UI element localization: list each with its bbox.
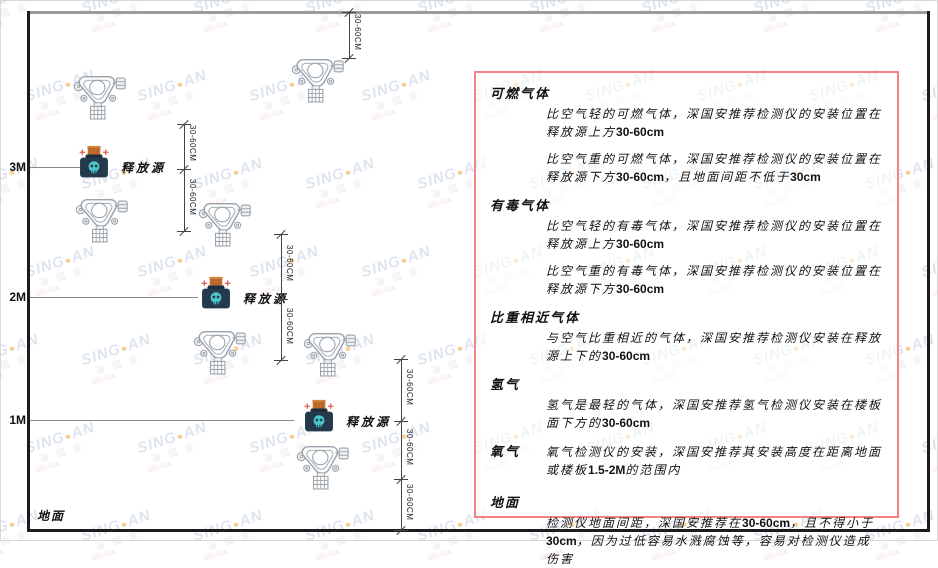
release-source-icon	[76, 144, 112, 182]
section-flammable-gas: 可燃气体 比空气轻的可燃气体，深国安推荐检测仪的安装位置在释放源上方30-60c…	[490, 83, 883, 186]
section-heading: 比重相近气体	[490, 310, 581, 325]
section-hydrogen: 氢气 氢气是最轻的气体，深国安推荐氢气检测仪安装在楼板面下方的30-60cm	[490, 374, 883, 432]
dimension-label: 30-60CM	[188, 179, 197, 216]
release-source-label: 释放源	[121, 161, 167, 175]
level-line-2m	[30, 297, 198, 298]
dimension-label: 30-60CM	[188, 125, 197, 162]
release-source-icon	[198, 275, 234, 313]
level-label-1m: 1M	[9, 413, 26, 427]
release-source-icon	[301, 398, 337, 436]
dimension-label: 30-60CM	[405, 484, 414, 521]
gas-detector-icon	[296, 442, 350, 491]
guideline-paragraph: 比空气重的有毒气体，深国安推荐检测仪的安装位置在释放源下方30-60cm	[546, 264, 883, 296]
release-source-label: 释放源	[243, 292, 289, 306]
gas-detector-icon	[303, 329, 357, 378]
guideline-paragraph: 氧气检测仪的安装，深国安推荐其安装高度在距离地面或楼板1.5-2M的范围内	[546, 445, 883, 477]
left-wall-line	[27, 11, 30, 532]
section-heading: 地面	[490, 495, 521, 510]
level-line-3m	[30, 167, 81, 168]
dimension-line	[184, 124, 185, 231]
level-label-2m: 2M	[9, 290, 26, 304]
release-source-label: 释放源	[346, 415, 392, 429]
guideline-paragraph: 检测仪地面间距，深国安推荐在30-60cm，且不得小于30cm，因为过低容易水溅…	[546, 516, 875, 566]
guideline-paragraph: 比空气重的可燃气体，深国安推荐检测仪的安装位置在释放源下方30-60cm，且地面…	[546, 152, 883, 184]
guideline-paragraph: 比空气轻的有毒气体，深国安推荐检测仪的安装位置在释放源上方30-60cm	[546, 219, 883, 251]
level-label-3m: 3M	[9, 160, 26, 174]
section-toxic-gas: 有毒气体 比空气轻的有毒气体，深国安推荐检测仪的安装位置在释放源上方30-60c…	[490, 195, 883, 298]
section-ground: 地面 检测仪地面间距，深国安推荐在30-60cm，且不得小于30cm，因为过低容…	[490, 492, 883, 568]
dimension-label: 30-60CM	[353, 14, 362, 51]
ground-label: 地面	[37, 509, 66, 523]
gas-detector-icon	[198, 199, 252, 248]
section-heading: 氢气	[490, 377, 521, 392]
guideline-paragraph: 与空气比重相近的气体，深国安推荐检测仪安装在释放源上下的30-60cm	[546, 331, 883, 363]
gas-detector-icon	[73, 72, 127, 121]
right-wall-line	[927, 11, 930, 532]
gas-detector-icon	[291, 55, 345, 104]
section-heading: 有毒气体	[490, 198, 551, 213]
dimension-label: 30-60CM	[285, 308, 294, 345]
dimension-line	[349, 12, 350, 58]
guideline-paragraph: 比空气轻的可燃气体，深国安推荐检测仪的安装位置在释放源上方30-60cm	[546, 107, 883, 139]
guideline-paragraph: 氢气是最轻的气体，深国安推荐氢气检测仪安装在楼板面下方的30-60cm	[546, 398, 883, 430]
gas-detector-icon	[75, 195, 129, 244]
installation-diagram: 地面 3M 2M 1M 释放源 释放源 释放源 30-60CM 30-60CM …	[1, 1, 937, 540]
dimension-line	[401, 359, 402, 531]
ceiling-line	[29, 11, 929, 14]
section-heading: 氧气	[490, 444, 521, 459]
section-oxygen: 氧气 氧气检测仪的安装，深国安推荐其安装高度在距离地面或楼板1.5-2M的范围内	[490, 441, 883, 488]
section-heading: 可燃气体	[490, 86, 551, 101]
section-similar-density-gas: 比重相近气体 与空气比重相近的气体，深国安推荐检测仪安装在释放源上下的30-60…	[490, 307, 883, 365]
dimension-label: 30-60CM	[405, 429, 414, 466]
level-line-1m	[30, 420, 294, 421]
dimension-label: 30-60CM	[285, 245, 294, 282]
dimension-label: 30-60CM	[405, 369, 414, 406]
installation-guidelines-panel: 可燃气体 比空气轻的可燃气体，深国安推荐检测仪的安装位置在释放源上方30-60c…	[474, 71, 899, 566]
gas-detector-icon	[193, 327, 247, 376]
floor-line	[27, 529, 930, 532]
